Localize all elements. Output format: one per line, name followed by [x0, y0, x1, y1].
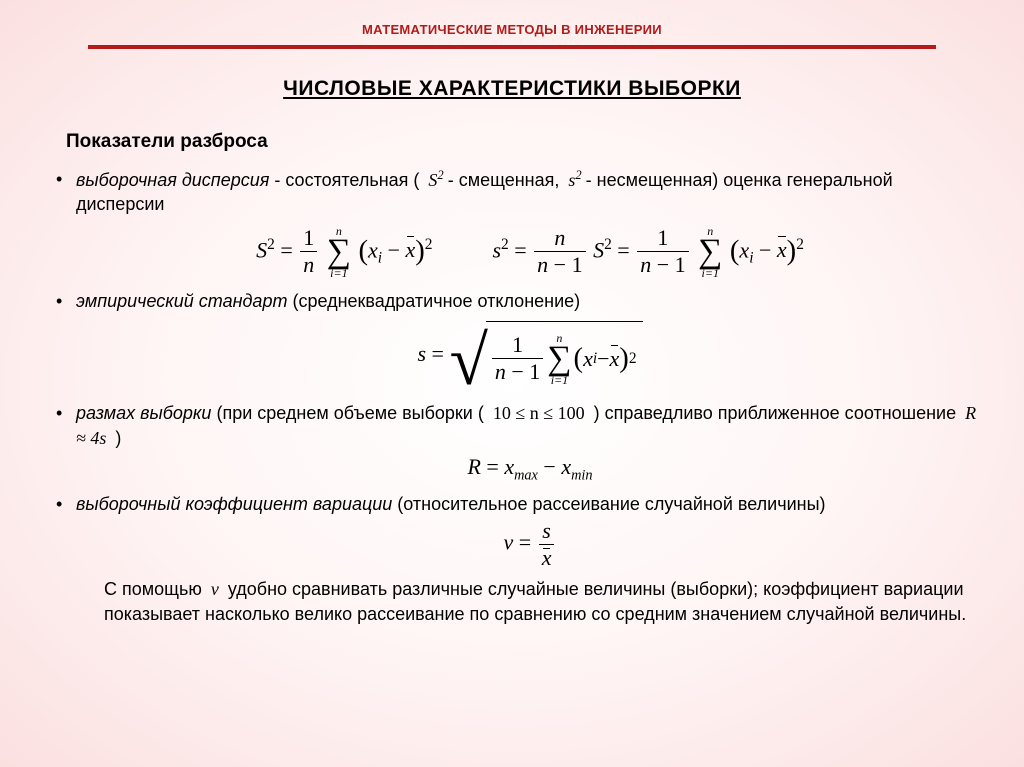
list-item: выборочная дисперсия - состоятельная ( S…: [46, 167, 984, 279]
formula-std: s = √ 1n − 1 n∑i=1 (xi − x)2: [76, 321, 984, 391]
symbol-v: v: [207, 579, 223, 599]
symbol-big-s: S2: [424, 170, 447, 190]
symbol-small-s: s2: [564, 170, 585, 190]
bullet-list: выборочная дисперсия - состоятельная ( S…: [40, 167, 984, 569]
list-item: выборочный коэффициент вариации (относит…: [46, 492, 984, 569]
text: (относительное рассеивание случайной вел…: [392, 494, 825, 514]
range-condition: 10 ≤ n ≤ 100: [489, 403, 589, 423]
section-head: Показатели разброса: [66, 131, 984, 153]
header-rule: [88, 45, 936, 49]
text: - смещенная,: [448, 170, 565, 190]
text: удобно сравнивать различные случайные ве…: [104, 579, 966, 624]
header-title: МАТЕМАТИЧЕСКИЕ МЕТОДЫ В ИНЖЕНЕРИИ: [0, 22, 1024, 37]
formula-variance: S2 = 1n n∑i=1 (xi − x)2 s2 = nn − 1 S2 =…: [76, 225, 984, 280]
text: ): [110, 428, 121, 448]
page-header: МАТЕМАТИЧЕСКИЕ МЕТОДЫ В ИНЖЕНЕРИИ: [0, 0, 1024, 49]
formula-range: R = xmax − xmin: [76, 452, 984, 486]
list-item: размах выборки (при среднем объеме выбор…: [46, 401, 984, 485]
term: выборочная дисперсия: [76, 170, 269, 190]
closing-note: С помощью v удобно сравнивать различные …: [104, 577, 984, 627]
formula-cv: v = sx: [76, 520, 984, 569]
text: - состоятельная (: [269, 170, 424, 190]
term: эмпирический стандарт: [76, 291, 287, 311]
term: размах выборки: [76, 403, 211, 423]
text: (при среднем объеме выборки (: [211, 403, 488, 423]
text: С помощью: [104, 579, 207, 599]
text: ) справедливо приближенное соотношение: [589, 403, 961, 423]
term: выборочный коэффициент вариации: [76, 494, 392, 514]
list-item: эмпирический стандарт (среднеквадратично…: [46, 289, 984, 391]
content: ЧИСЛОВЫЕ ХАРАКТЕРИСТИКИ ВЫБОРКИ Показате…: [0, 49, 1024, 627]
main-title: ЧИСЛОВЫЕ ХАРАКТЕРИСТИКИ ВЫБОРКИ: [40, 77, 984, 101]
text: (среднеквадратичное отклонение): [287, 291, 580, 311]
